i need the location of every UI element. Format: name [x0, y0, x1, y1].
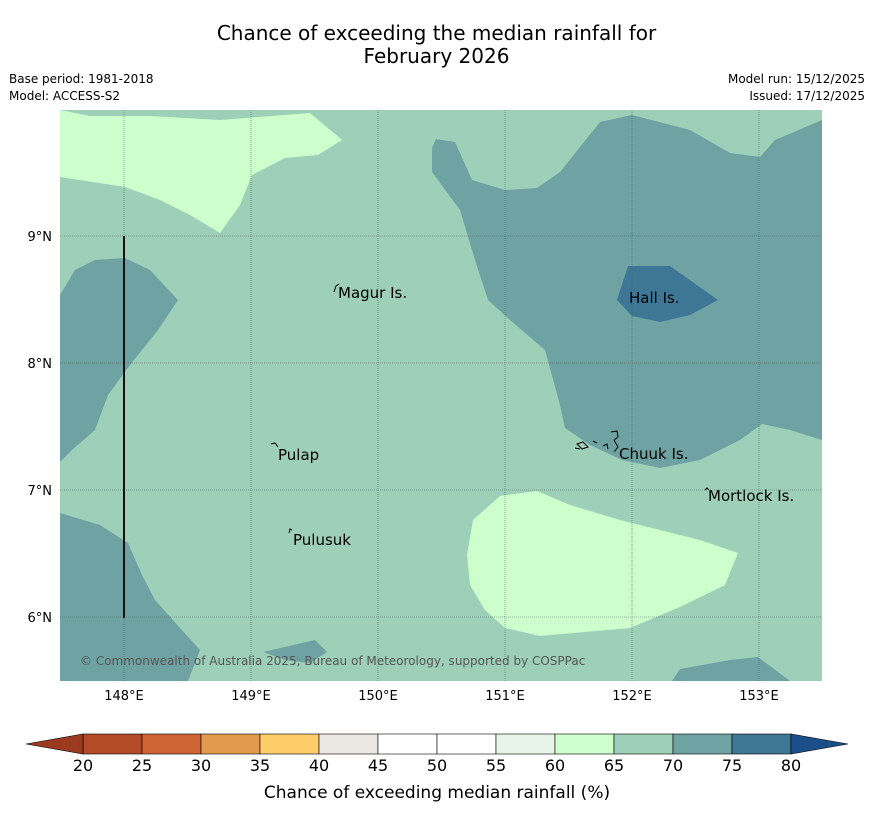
graticule: [60, 110, 822, 681]
place-label-pulap: Pulap: [278, 446, 319, 464]
title-line-1: Chance of exceeding the median rainfall …: [216, 21, 657, 45]
lon-label-148e: 148°E: [104, 689, 144, 704]
lon-label-149e: 149°E: [231, 689, 271, 704]
band-70-75-south-west: [60, 513, 200, 681]
colorbar-tick-label: 75: [722, 756, 742, 775]
chuuk-island-mark: [574, 430, 619, 453]
place-label-chuuk: Chuuk Is.: [619, 445, 688, 463]
band-75-80-hall: [617, 266, 718, 322]
colorbar: [25, 733, 849, 755]
pulap-island-mark: [270, 442, 279, 448]
colorbar-over-arrow: [790, 733, 849, 755]
mortlock-island-mark: [704, 487, 710, 491]
colorbar-tick-label: 20: [73, 756, 93, 775]
longitude-labels: 148°E 149°E 150°E 151°E 152°E 153°E: [104, 689, 779, 704]
colorbar-segment: [672, 733, 733, 755]
place-label-hall: Hall Is.: [629, 289, 680, 307]
colorbar-tick-label: 65: [604, 756, 624, 775]
band-70-75-south-small: [263, 640, 327, 663]
meta-right: Model run: 15/12/2025 Issued: 17/12/2025: [728, 71, 865, 105]
colorbar-segment: [318, 733, 379, 755]
copyright-notice: © Commonwealth of Australia 2025, Bureau…: [80, 654, 585, 668]
colorbar-tick-label: 50: [427, 756, 447, 775]
lat-label-9n: 9°N: [28, 230, 53, 245]
chart-title: Chance of exceeding the median rainfall …: [0, 22, 873, 68]
issued-text: Issued: 17/12/2025: [749, 89, 865, 103]
lon-label-153e: 153°E: [739, 689, 779, 704]
colorbar-tick-label: 25: [132, 756, 152, 775]
lat-label-6n: 6°N: [28, 611, 53, 626]
lat-label-7n: 7°N: [28, 484, 53, 499]
lon-label-152e: 152°E: [612, 689, 652, 704]
place-label-magur: Magur Is.: [338, 284, 407, 302]
place-label-pulusuk: Pulusuk: [293, 531, 351, 549]
colorbar-under-arrow: [25, 733, 84, 755]
band-70-75-south-east: [672, 657, 790, 681]
colorbar-tick-label: 60: [545, 756, 565, 775]
map-panel: Magur Is. Hall Is. Pulap Chuuk Is. Mortl…: [60, 110, 822, 681]
band-60-65-top-left: [60, 110, 342, 233]
magur-island-mark: [333, 283, 340, 293]
colorbar-segment: [613, 733, 674, 755]
band-60-65-south-east: [467, 491, 738, 636]
pulusuk-island-mark: [288, 528, 293, 534]
colorbar-tick-label: 45: [368, 756, 388, 775]
place-label-mortlock: Mortlock Is.: [708, 487, 794, 505]
colorbar-segment: [731, 733, 792, 755]
base-period-text: Base period: 1981-2018: [9, 72, 154, 86]
colorbar-segment: [436, 733, 497, 755]
colorbar-segment: [259, 733, 320, 755]
lat-label-8n: 8°N: [28, 357, 53, 372]
colorbar-tick-label: 55: [486, 756, 506, 775]
colorbar-label: Chance of exceeding median rainfall (%): [264, 783, 610, 803]
colorbar-segment: [377, 733, 438, 755]
colorbar-tick-label: 35: [250, 756, 270, 775]
title-line-2: February 2026: [363, 44, 510, 68]
model-run-text: Model run: 15/12/2025: [727, 72, 865, 86]
colorbar-segment: [554, 733, 615, 755]
colorbar-tick-label: 30: [191, 756, 211, 775]
colorbar-segment: [141, 733, 202, 755]
colorbar-segment: [495, 733, 556, 755]
model-text: Model: ACCESS-S2: [9, 89, 121, 103]
island-outlines: [270, 283, 710, 534]
colorbar-segment: [82, 733, 143, 755]
colorbar-tick-labels: 20 25 30 35 40 45 50 55 60 65 70 75 80: [73, 756, 801, 775]
latitude-labels: 9°N 8°N 7°N 6°N: [28, 230, 53, 626]
lon-label-150e: 150°E: [358, 689, 398, 704]
colorbar-tick-label: 70: [663, 756, 683, 775]
colorbar-tick-label: 40: [309, 756, 329, 775]
lon-label-151e: 151°E: [485, 689, 525, 704]
band-70-75-west: [60, 258, 178, 462]
meta-left: Base period: 1981-2018 Model: ACCESS-S2: [9, 71, 154, 105]
colorbar-segment: [200, 733, 261, 755]
colorbar-tick-label: 80: [781, 756, 801, 775]
